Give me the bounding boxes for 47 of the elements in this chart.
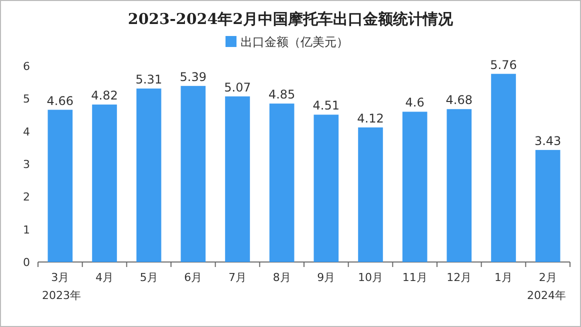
bar: [180, 86, 206, 262]
y-tick-label: 3: [23, 158, 30, 171]
data-label: 4.12: [357, 111, 384, 126]
x-tick-label: 9月: [317, 271, 336, 284]
data-label: 4.85: [268, 88, 296, 102]
y-tick-label: 0: [23, 256, 30, 269]
bar: [269, 104, 294, 262]
data-label: 4.51: [312, 98, 340, 113]
bar: [136, 88, 162, 262]
y-tick-label: 2: [23, 190, 30, 204]
bar: [535, 150, 560, 262]
bar: [491, 74, 516, 262]
chart-title: 2023-2024年2月中国摩托车出口金额统计情况: [128, 10, 454, 28]
x-tick-label: 11月: [402, 271, 428, 284]
bar: [446, 109, 472, 262]
data-label: 3.43: [534, 134, 562, 148]
x-tick-label: 4月: [96, 271, 114, 284]
y-tick-label: 5: [23, 92, 30, 106]
data-label: 4.82: [91, 88, 118, 103]
data-label: 5.39: [180, 70, 207, 84]
bar: [48, 110, 73, 262]
x-tick-label: 2月: [538, 271, 557, 284]
data-label: 4.68: [446, 93, 473, 108]
text: 2023年: [42, 289, 81, 302]
data-label: 5.31: [135, 72, 162, 87]
y-tick-label: 4: [23, 125, 30, 138]
y-tick-label: 1: [23, 223, 30, 236]
data-label: 5.07: [224, 80, 251, 94]
bar: [358, 127, 383, 262]
bar: [402, 112, 428, 262]
x-tick-label: 1月: [494, 271, 512, 284]
x-tick-label: 7月: [228, 271, 246, 284]
x-tick-label: 3月: [51, 271, 70, 284]
y-tick-label: 6: [23, 60, 30, 73]
data-label: 5.76: [490, 58, 517, 72]
x-tick-label: 12月: [446, 271, 472, 284]
legend-label: 出口金额（亿美元）: [240, 35, 348, 49]
bar: [92, 104, 117, 262]
bar: [225, 96, 250, 262]
text: 2024年: [527, 289, 566, 302]
data-label: 4.6: [405, 96, 424, 110]
x-tick-label: 6月: [184, 271, 202, 284]
x-tick-label: 10月: [358, 271, 383, 284]
bar: [314, 114, 339, 262]
x-tick-label: 5月: [140, 271, 158, 284]
data-label: 4.66: [46, 94, 74, 108]
x-tick-label: 8月: [272, 271, 291, 284]
